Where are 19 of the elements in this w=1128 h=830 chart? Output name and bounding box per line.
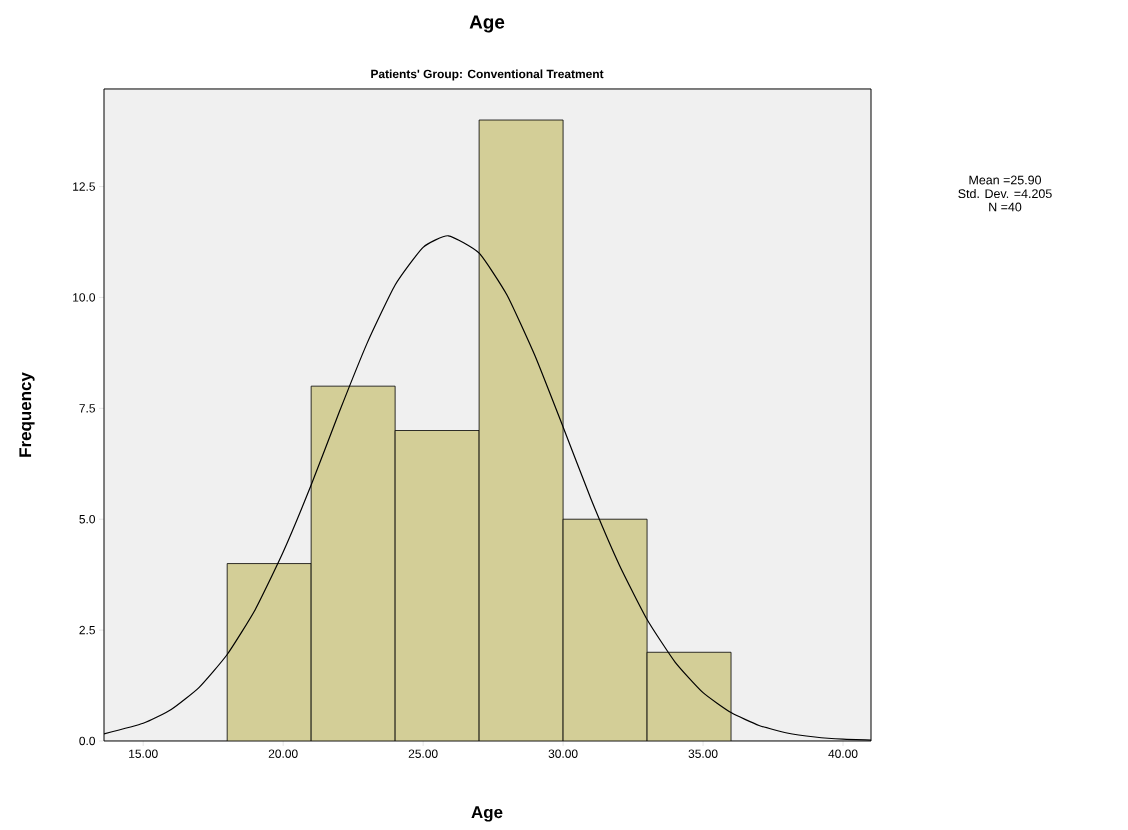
x-tick-label: 35.00 (688, 749, 718, 758)
y-tick-label: 12.5 (73, 182, 95, 191)
text: N =40 (989, 202, 1022, 212)
x-tick-label: 25.00 (408, 749, 438, 758)
chart-subtitle: Patients' Group: Conventional Treatment (371, 69, 604, 81)
x-tick-label: 15.00 (129, 749, 158, 758)
y-tick-label: 2.5 (79, 625, 95, 635)
text: Mean =25.90 (969, 175, 1042, 185)
y-tick-label: 0.0 (79, 736, 96, 746)
x-tick-label: 30.00 (548, 749, 578, 758)
y-axis-title: Frequency (19, 372, 35, 457)
y-tick-label: 10.0 (73, 293, 96, 302)
x-tick-label: 40.00 (828, 749, 858, 758)
text: Std. Dev. =4.205 (958, 188, 1052, 199)
x-axis-title: Age (471, 806, 503, 822)
x-tick-label: 20.00 (268, 749, 298, 758)
y-tick-label: 5.0 (79, 514, 96, 524)
y-tick-label: 7.5 (79, 404, 95, 413)
chart-title: Age (469, 15, 505, 33)
